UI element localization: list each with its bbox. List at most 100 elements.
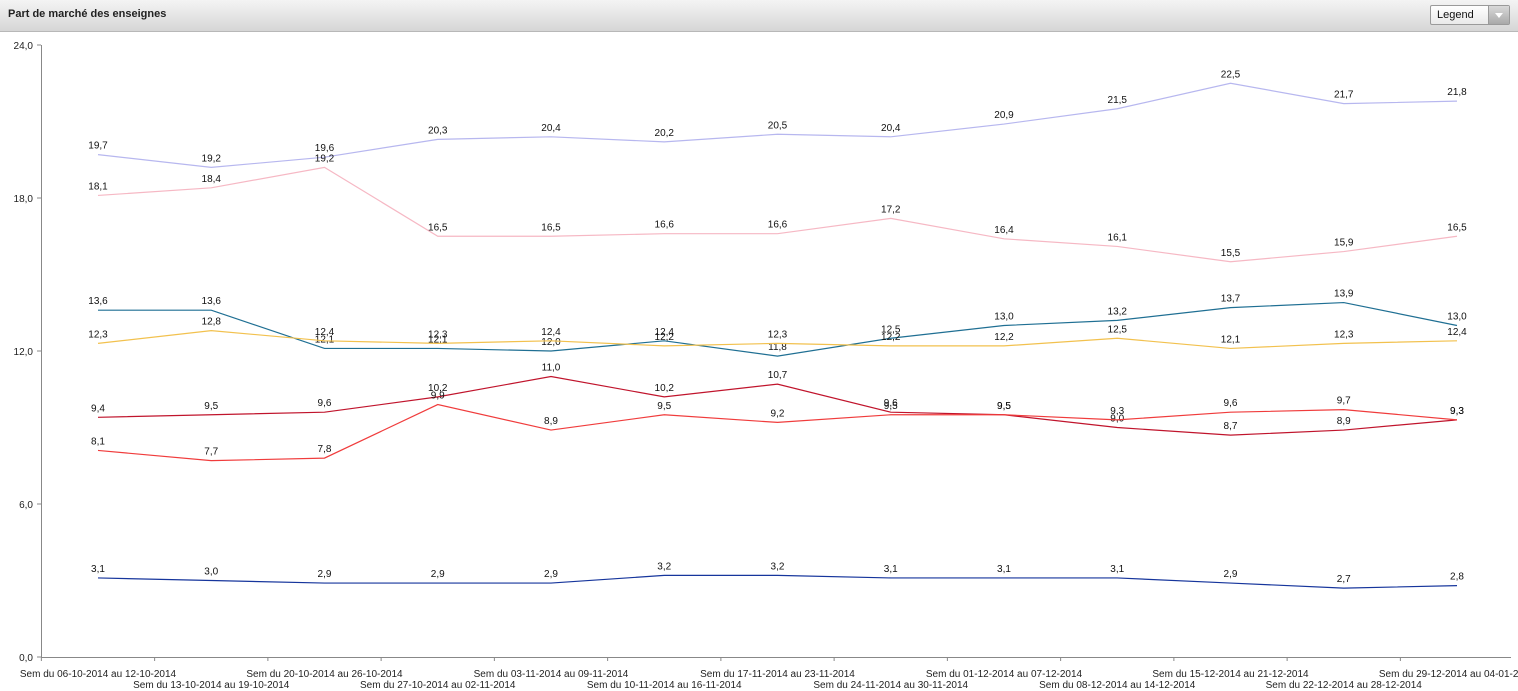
data-label: 16,4 [994, 225, 1014, 236]
data-label: 8,1 [91, 436, 105, 447]
data-label: 15,5 [1221, 248, 1241, 259]
data-label: 12,4 [655, 327, 675, 338]
data-label: 17,2 [881, 204, 901, 215]
data-label: 20,2 [655, 128, 675, 139]
data-label: 16,5 [428, 222, 448, 233]
data-label: 9,5 [997, 401, 1011, 412]
x-tick-label: Sem du 17-11-2014 au 23-11-2014 [700, 669, 855, 680]
data-label: 12,5 [1108, 324, 1128, 335]
data-label: 10,7 [768, 370, 788, 381]
y-tick-label: 24,0 [14, 41, 34, 52]
data-label: 20,9 [994, 110, 1014, 121]
data-label: 16,5 [1447, 222, 1467, 233]
data-label: 16,6 [768, 220, 788, 231]
data-label: 12,4 [315, 327, 335, 338]
data-label: 9,2 [771, 408, 785, 419]
data-label: 9,7 [1337, 396, 1351, 407]
series-line-2 [97, 166, 1458, 263]
y-tick-label: 12,0 [14, 347, 34, 358]
data-label: 12,5 [881, 324, 901, 335]
data-label: 12,3 [1334, 329, 1354, 340]
data-label: 21,7 [1334, 90, 1354, 101]
legend-dropdown-label: Legend [1437, 9, 1474, 21]
data-label: 13,7 [1221, 294, 1241, 305]
x-tick-label: Sem du 01-12-2014 au 07-12-2014 [926, 669, 1083, 680]
data-label: 2,9 [318, 569, 332, 580]
data-label: 12,3 [768, 329, 788, 340]
data-label: 9,5 [884, 401, 898, 412]
data-label: 20,3 [428, 125, 448, 136]
data-label: 20,5 [768, 120, 788, 131]
data-label: 8,7 [1224, 421, 1238, 432]
data-label: 12,2 [994, 332, 1014, 343]
data-label: 12,2 [881, 332, 901, 343]
data-label: 16,5 [541, 222, 561, 233]
data-label: 9,4 [91, 403, 105, 414]
x-tick-label: Sem du 08-12-2014 au 14-12-2014 [1039, 680, 1196, 691]
data-label: 9,3 [1110, 406, 1124, 417]
x-tick-label: Sem du 03-11-2014 au 09-11-2014 [474, 669, 629, 680]
data-label: 2,9 [431, 569, 445, 580]
x-tick-label: Sem du 29-12-2014 au 04-01-2015 [1379, 669, 1518, 680]
chart-title: Part de marché des enseignes [8, 8, 167, 20]
legend-dropdown-toggle[interactable] [1488, 6, 1509, 24]
data-label: 20,4 [541, 123, 561, 134]
data-label: 19,7 [88, 141, 108, 152]
data-label: 9,9 [431, 391, 445, 402]
data-label: 11,0 [542, 363, 561, 374]
data-label: 3,2 [657, 561, 671, 572]
x-tick-label: Sem du 20-10-2014 au 26-10-2014 [246, 669, 403, 680]
data-label: 22,5 [1221, 69, 1241, 80]
data-label: 13,2 [1108, 306, 1128, 317]
data-label: 13,0 [1447, 312, 1467, 323]
series-line-5 [97, 375, 1458, 436]
data-label: 3,1 [997, 564, 1011, 575]
data-label: 12,1 [428, 334, 448, 345]
data-label: 2,7 [1337, 574, 1351, 585]
data-label: 13,6 [88, 296, 108, 307]
x-tick-label: Sem du 13-10-2014 au 19-10-2014 [133, 680, 290, 691]
x-tick-label: Sem du 27-10-2014 au 02-11-2014 [360, 680, 516, 691]
data-label: 21,5 [1108, 95, 1128, 106]
data-label: 9,3 [1450, 406, 1464, 417]
series-line-1 [97, 82, 1458, 169]
data-label: 15,9 [1334, 238, 1354, 249]
data-label: 21,8 [1447, 87, 1467, 98]
series-line-7 [97, 574, 1458, 589]
x-tick-label: Sem du 15-12-2014 au 21-12-2014 [1152, 669, 1309, 680]
legend-dropdown[interactable]: Legend [1430, 5, 1510, 25]
data-label: 3,1 [91, 564, 105, 575]
chart-header: Part de marché des enseignes Legend [0, 0, 1518, 32]
data-label: 12,1 [1221, 334, 1241, 345]
data-label: 12,8 [202, 317, 222, 328]
chevron-down-icon [1495, 13, 1503, 18]
data-label: 8,9 [544, 416, 558, 427]
data-label: 20,4 [881, 123, 901, 134]
data-label: 18,4 [202, 174, 222, 185]
x-tick-label: Sem du 06-10-2014 au 12-10-2014 [20, 669, 177, 680]
data-label: 9,0 [1110, 414, 1124, 425]
data-label: 12,3 [88, 329, 108, 340]
data-label: 19,6 [315, 143, 335, 154]
data-label: 18,1 [88, 181, 108, 192]
data-label: 3,1 [884, 564, 898, 575]
data-label: 9,6 [884, 398, 898, 409]
data-label: 9,3 [1450, 406, 1464, 417]
data-label: 3,0 [204, 567, 218, 578]
series-line-3 [98, 301, 1458, 357]
data-label: 2,8 [1450, 572, 1464, 583]
data-label: 7,8 [318, 444, 332, 455]
y-tick-label: 6,0 [19, 500, 33, 511]
data-label: 13,0 [994, 312, 1014, 323]
data-label: 12,4 [1447, 327, 1467, 338]
data-label: 9,5 [997, 401, 1011, 412]
data-label: 3,1 [1110, 564, 1124, 575]
y-tick-label: 0,0 [19, 653, 33, 664]
data-label: 11,8 [768, 342, 787, 353]
data-label: 3,2 [771, 561, 785, 572]
data-label: 12,4 [541, 327, 561, 338]
line-chart: 0,0 6,0 12,0 18,0 24,0 Sem du 06-10-2014 au 1… [14, 41, 1518, 691]
data-label: 13,9 [1334, 289, 1354, 300]
x-tick-label: Sem du 24-11-2014 au 30-11-2014 [813, 680, 968, 691]
y-tick-label: 18,0 [14, 194, 34, 205]
